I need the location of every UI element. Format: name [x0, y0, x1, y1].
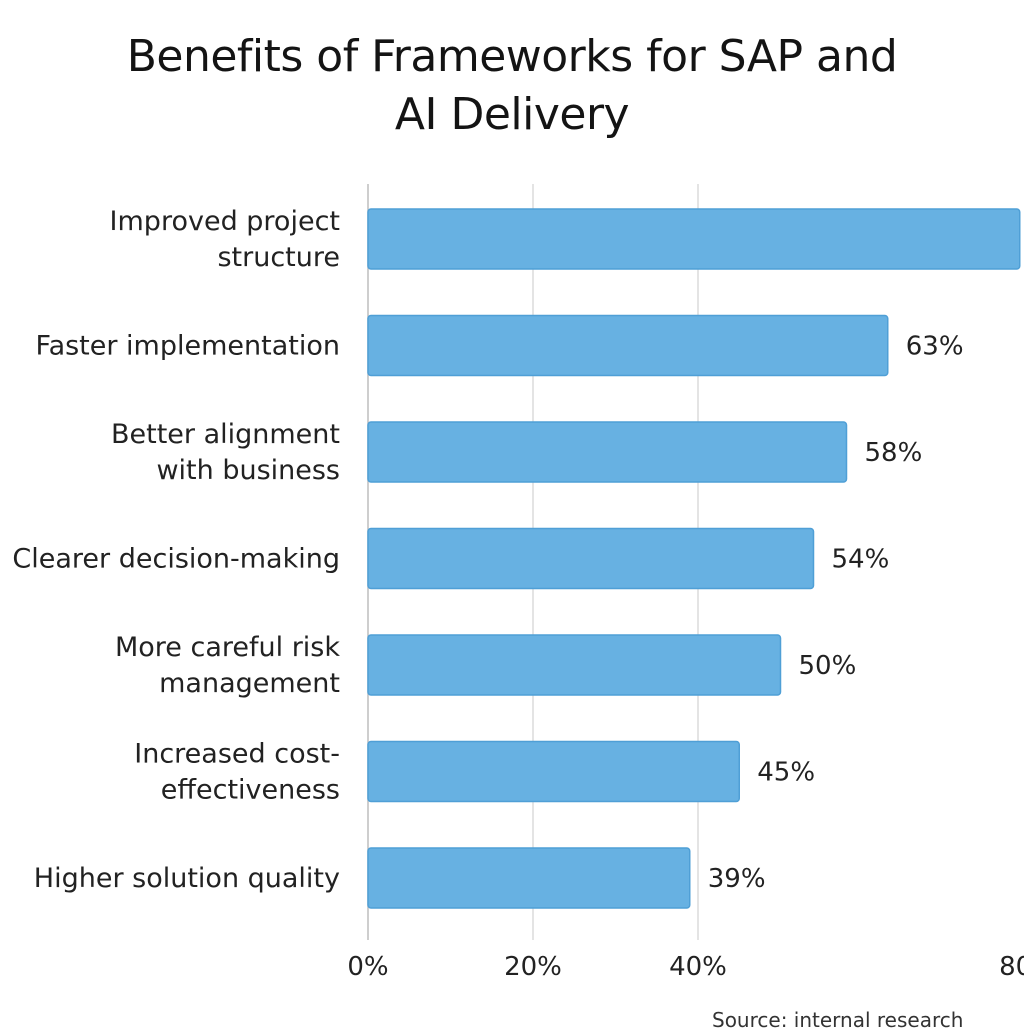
value-label-2: 58%	[865, 438, 923, 468]
x-tick-label-20: 20%	[504, 952, 562, 982]
bar-6	[367, 847, 691, 909]
value-label-5: 45%	[757, 758, 815, 788]
category-label-0: Improved project structure	[110, 206, 340, 273]
chart-title-line-2: AI Delivery	[394, 89, 630, 140]
category-label-6-line-0: Higher solution quality	[34, 863, 340, 894]
category-label-1: Faster implementation	[36, 331, 340, 362]
x-axis-ticks: 0% 20% 40% 80%	[347, 952, 1024, 982]
value-labels: 79%63%58%54%50%45%39%	[708, 332, 964, 895]
category-label-0-line-0: Improved project	[110, 206, 340, 237]
category-label-1-line-0: Faster implementation	[36, 331, 340, 362]
bar-5	[367, 740, 740, 803]
category-label-6: Higher solution quality	[34, 863, 340, 894]
x-tick-label-40: 40%	[669, 952, 727, 982]
chart-title: Benefits of Frameworks for SAP and AI De…	[0, 28, 1024, 144]
bar-4	[367, 634, 782, 696]
category-label-3: Clearer decision-making	[12, 544, 340, 575]
category-label-3-line-0: Clearer decision-making	[12, 544, 340, 575]
bar-2	[367, 421, 848, 483]
category-label-2-line-1: with business	[156, 455, 340, 486]
category-label-0-line-1: structure	[217, 242, 340, 273]
value-label-6: 39%	[708, 864, 766, 894]
value-label-1: 63%	[906, 332, 964, 362]
category-label-4-line-1: management	[159, 668, 340, 699]
category-label-5-line-0: Increased cost-	[134, 739, 340, 770]
bar-0	[367, 208, 1021, 270]
value-label-4: 50%	[799, 651, 857, 681]
value-label-3: 54%	[832, 545, 890, 575]
category-label-2-line-0: Better alignment	[111, 419, 340, 450]
bar-1	[367, 314, 889, 377]
chart-title-line-1: Benefits of Frameworks for SAP and	[126, 31, 898, 82]
category-label-5: Increased cost-effectiveness	[134, 739, 340, 806]
category-label-4-line-0: More careful risk	[115, 632, 340, 663]
category-labels: Improved project structure Faster implemen…	[12, 206, 340, 894]
x-tick-label-0: 0%	[347, 952, 388, 982]
category-label-2: Better alignment with business	[111, 419, 340, 486]
bar-3	[367, 527, 815, 590]
category-label-4: More careful risk management	[115, 632, 340, 699]
bars	[367, 208, 1021, 909]
category-label-5-line-1: effectiveness	[161, 775, 340, 806]
x-tick-label-80: 80%	[999, 952, 1024, 982]
source-note: Source: internal research	[712, 1008, 964, 1032]
